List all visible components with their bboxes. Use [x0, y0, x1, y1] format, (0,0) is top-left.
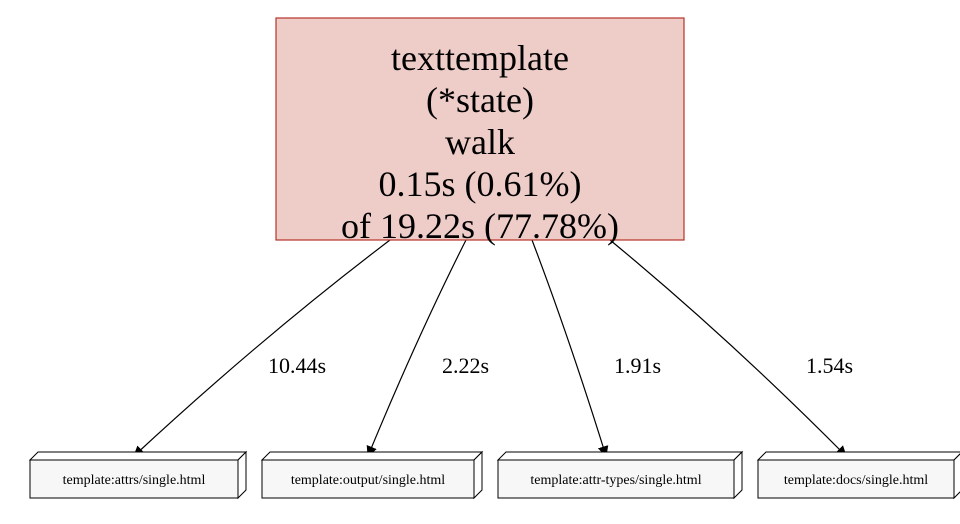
- leaf-node-top-3: [758, 452, 960, 460]
- leaf-node-label-2: template:attr-types/single.html: [530, 473, 701, 488]
- leaf-node-label-1: template:output/single.html: [291, 473, 445, 488]
- leaf-node-side-0: [238, 452, 246, 498]
- root-node-line-1: (*state): [426, 80, 534, 120]
- leaf-node-label-3: template:docs/single.html: [784, 473, 928, 488]
- edge-2: [532, 240, 606, 456]
- leaf-node-label-0: template:attrs/single.html: [63, 473, 206, 488]
- leaf-node-top-1: [262, 452, 482, 460]
- leaf-node-side-1: [474, 452, 482, 498]
- leaf-node-side-3: [954, 452, 960, 498]
- root-node-line-0: texttemplate: [391, 38, 569, 78]
- leaf-node-top-2: [498, 452, 742, 460]
- root-node-line-4: of 19.22s (77.78%): [341, 206, 619, 246]
- edge-label-2: 1.91s: [614, 353, 661, 378]
- edge-label-3: 1.54s: [806, 353, 853, 378]
- leaf-node-top-0: [30, 452, 246, 460]
- edge-1: [368, 240, 466, 456]
- edge-label-1: 2.22s: [442, 353, 489, 378]
- root-node-line-2: walk: [445, 122, 515, 162]
- edge-label-0: 10.44s: [268, 353, 326, 378]
- edge-0: [134, 240, 390, 456]
- root-node-line-3: 0.15s (0.61%): [379, 164, 582, 204]
- leaf-node-side-2: [734, 452, 742, 498]
- edge-3: [610, 240, 846, 456]
